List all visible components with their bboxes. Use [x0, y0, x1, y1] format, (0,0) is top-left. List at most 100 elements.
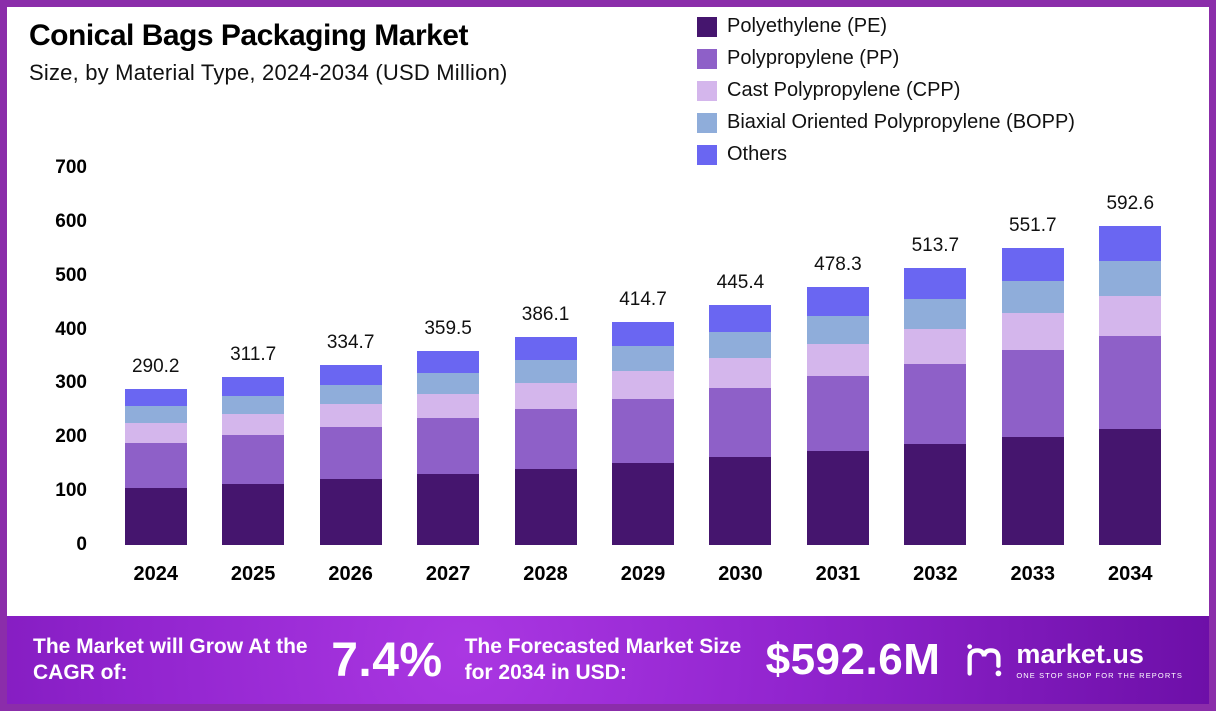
brand-text: market.us One Stop Shop For The Reports: [1016, 638, 1183, 680]
chart-plot: 290.2 2024 311.7 2025 334.7 2026 359.5 2027 386.…: [107, 168, 1179, 585]
bar-2033: [1001, 247, 1064, 545]
bar-value-label: 311.7: [230, 344, 277, 366]
chart-title: Conical Bags Packaging Market: [29, 19, 468, 52]
bar-segment-biaxial-oriented-polypropylene-bopp: [319, 384, 382, 405]
legend-label: Cast Polypropylene (CPP): [727, 79, 961, 101]
forecast-value: $592.6M: [765, 635, 941, 684]
bar-segment-polyethylene-pe: [319, 479, 382, 545]
cagr-value: 7.4%: [331, 633, 443, 687]
bar-value-label: 290.2: [131, 355, 180, 377]
cagr-label: The Market will Grow At the CAGR of:: [33, 634, 308, 684]
bar-value-label: 478.3: [814, 254, 862, 276]
bar-segment-polyethylene-pe: [904, 444, 967, 545]
brand-tagline: One Stop Shop For The Reports: [1016, 670, 1183, 680]
bar-column-2028: 386.1 2028: [497, 168, 594, 585]
bar-2030: [709, 305, 772, 545]
bar-segment-others: [319, 364, 382, 385]
x-tick-label: 2032: [913, 563, 958, 585]
bar-column-2031: 478.3 2031: [789, 168, 886, 585]
bar-column-2034: 592.6 2034: [1082, 168, 1179, 585]
x-tick-label: 2025: [230, 563, 276, 585]
brand-name: market.us: [1016, 638, 1144, 669]
bar-segment-others: [222, 377, 285, 396]
bar-2028: [514, 337, 577, 545]
bar-segment-polyethylene-pe: [709, 457, 772, 545]
x-tick-label: 2029: [620, 563, 666, 585]
bar-segment-others: [1001, 247, 1064, 281]
bar-value-label: 359.5: [424, 318, 472, 340]
footer-banner: The Market will Grow At the CAGR of: 7.4…: [7, 616, 1209, 704]
bar-2032: [904, 268, 967, 545]
legend-swatch-icon: [697, 80, 717, 101]
bar-segment-polypropylene-pp: [514, 408, 577, 470]
legend-swatch-icon: [697, 48, 717, 69]
bar-segment-polyethylene-pe: [124, 487, 187, 545]
bar-segment-polypropylene-pp: [417, 418, 480, 475]
bar-segment-polypropylene-pp: [222, 435, 285, 484]
bar-segment-polypropylene-pp: [319, 426, 382, 480]
y-tick-label: 300: [55, 372, 87, 394]
bar-segment-cast-polypropylene-cpp: [417, 394, 480, 419]
y-tick-label: 0: [76, 534, 87, 555]
bar-column-2024: 290.2 2024: [107, 168, 204, 585]
legend-label: Polyethylene (PE): [727, 15, 888, 37]
y-tick-label: 600: [55, 210, 87, 232]
bar-segment-biaxial-oriented-polypropylene-bopp: [514, 359, 577, 383]
bar-column-2030: 445.4 2030: [692, 168, 789, 585]
bar-segment-others: [417, 351, 480, 373]
chart-subtitle: Size, by Material Type, 2024-2034 (USD M…: [29, 59, 508, 85]
bar-segment-others: [124, 388, 187, 406]
market-us-logo-icon: [967, 644, 1002, 677]
bar-segment-biaxial-oriented-polypropylene-bopp: [709, 331, 772, 358]
bar-segment-cast-polypropylene-cpp: [222, 414, 285, 436]
bar-segment-polypropylene-pp: [1001, 350, 1064, 437]
legend-item-cast-polypropylene-cpp: Cast Polypropylene (CPP): [697, 79, 1075, 102]
bar-segment-polypropylene-pp: [611, 398, 674, 464]
y-tick-label: 500: [55, 264, 87, 286]
x-tick-label: 2031: [815, 563, 861, 585]
bar-segment-polyethylene-pe: [806, 450, 869, 545]
x-tick-label: 2027: [425, 563, 471, 585]
y-tick-label: 200: [55, 426, 87, 448]
bar-segment-biaxial-oriented-polypropylene-bopp: [124, 405, 187, 424]
bar-segment-polyethylene-pe: [1099, 428, 1162, 545]
bar-segment-cast-polypropylene-cpp: [319, 404, 382, 427]
legend-label: Biaxial Oriented Polypropylene (BOPP): [727, 111, 1075, 133]
forecast-label: The Forecasted Market Size for 2034 in U…: [464, 634, 742, 684]
x-tick-label: 2026: [328, 563, 373, 585]
bar-value-label: 551.7: [1009, 214, 1057, 236]
bar-segment-cast-polypropylene-cpp: [1099, 296, 1162, 336]
bar-segment-cast-polypropylene-cpp: [611, 370, 674, 399]
bar-column-2029: 414.7 2029: [594, 168, 691, 585]
bar-segment-polypropylene-pp: [806, 376, 869, 451]
bar-column-2027: 359.5 2027: [399, 168, 496, 585]
bar-segment-cast-polypropylene-cpp: [124, 423, 187, 443]
bar-segment-polypropylene-pp: [709, 387, 772, 458]
bar-segment-polyethylene-pe: [222, 483, 285, 545]
legend-item-polypropylene-pp: Polypropylene (PP): [697, 47, 1075, 70]
legend-item-biaxial-oriented-polypropylene-bopp: Biaxial Oriented Polypropylene (BOPP): [697, 111, 1075, 134]
market-us-logo[interactable]: market.us One Stop Shop For The Reports: [962, 637, 1183, 683]
x-tick-label: 2028: [523, 563, 568, 585]
bar-segment-others: [1099, 225, 1162, 261]
bar-value-label: 334.7: [326, 331, 375, 353]
title-block: Conical Bags Packaging Market Size, by M…: [29, 19, 508, 86]
bar-2029: [611, 321, 674, 545]
bar-2026: [319, 364, 382, 545]
x-tick-label: 2024: [133, 563, 178, 585]
bar-column-2025: 311.7 2025: [204, 168, 301, 585]
bar-column-2026: 334.7 2026: [302, 168, 399, 585]
bar-segment-polyethylene-pe: [1001, 436, 1064, 545]
y-tick-label: 100: [55, 480, 87, 502]
bar-segment-biaxial-oriented-polypropylene-bopp: [904, 298, 967, 330]
bar-segment-polyethylene-pe: [514, 469, 577, 545]
bar-column-2033: 551.7 2033: [984, 168, 1081, 585]
legend-item-polyethylene-pe: Polyethylene (PE): [697, 15, 1075, 38]
bar-segment-biaxial-oriented-polypropylene-bopp: [222, 395, 285, 415]
bar-segment-biaxial-oriented-polypropylene-bopp: [1099, 260, 1162, 297]
bar-segment-biaxial-oriented-polypropylene-bopp: [611, 346, 674, 371]
legend-swatch-icon: [697, 112, 717, 133]
bar-2034: [1099, 225, 1162, 545]
bar-segment-others: [904, 268, 967, 299]
